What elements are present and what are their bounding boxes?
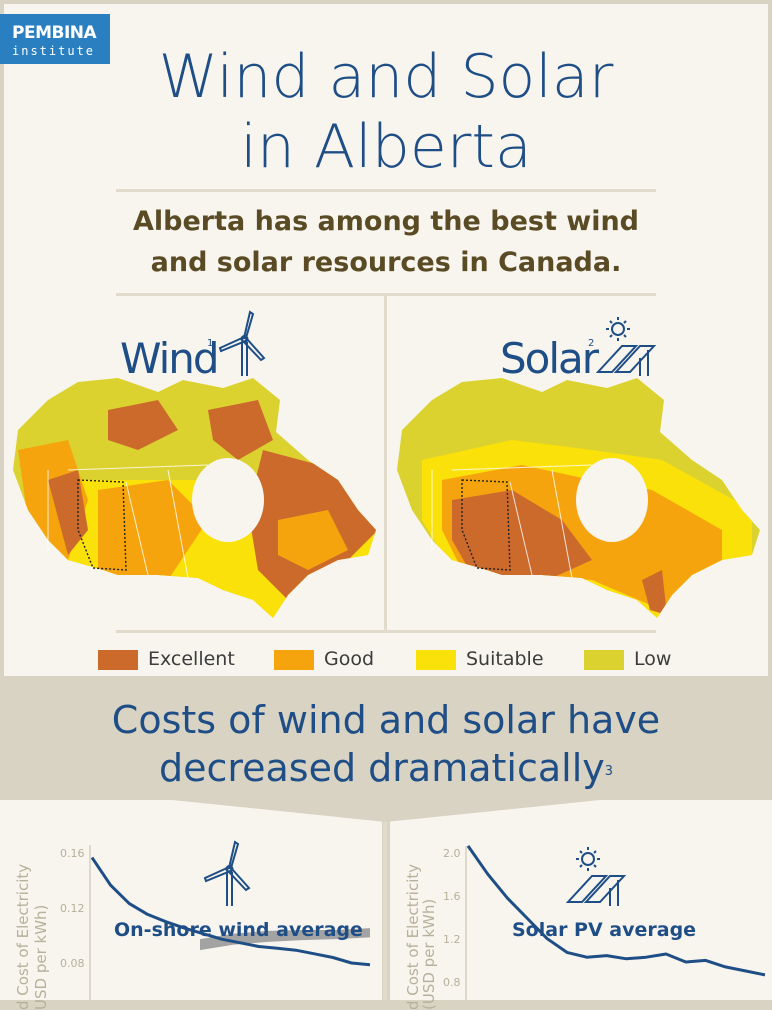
legend-swatch-suitable — [416, 650, 456, 670]
map-divider — [384, 296, 387, 632]
costs-heading-text: decreased dramatically — [158, 746, 605, 790]
solar-panel-small-icon — [566, 847, 627, 906]
legend-label-low: Low — [634, 648, 672, 670]
wind-ytick-2: 0.08 — [60, 957, 85, 970]
solar-chart-panel — [390, 800, 772, 1000]
chart-divider — [383, 822, 387, 1000]
wind-ytick-0: 0.16 — [60, 847, 85, 860]
range-band — [200, 928, 370, 951]
solar-chart-plot — [465, 845, 766, 1000]
pembina-logo[interactable]: PEMBINA institute — [0, 14, 110, 64]
legend-divider — [116, 630, 656, 633]
costs-heading-line1: Costs of wind and solar have — [111, 698, 661, 742]
page-title-line2: in Alberta — [240, 112, 532, 182]
wind-chart-title: On-shore wind average — [114, 919, 363, 941]
resource-legend: Excellent Good Suitable Low — [0, 644, 772, 674]
subtitle-divider — [116, 293, 656, 296]
legend-swatch-low — [584, 650, 624, 670]
solar-ytick-2: 1.2 — [443, 933, 461, 946]
logo-line2: institute — [12, 44, 96, 58]
series-line-0 — [466, 845, 766, 977]
solar-panel-icon — [596, 317, 657, 376]
legend-label-good: Good — [324, 648, 375, 670]
solar-resource-map — [397, 378, 760, 618]
wind-turbine-small-icon — [203, 840, 251, 906]
legend-label-excellent: Excellent — [148, 648, 235, 670]
series-line-0 — [90, 856, 371, 967]
solar-chart-title: Solar PV average — [512, 919, 697, 941]
title-divider — [116, 189, 656, 192]
subtitle-line1: Alberta has among the best wind — [133, 206, 639, 237]
logo-line1: PEMBINA — [12, 23, 97, 43]
solar-map-label: Solar — [500, 334, 599, 383]
solar-ytick-1: 1.6 — [443, 890, 461, 903]
legend-swatch-good — [274, 650, 314, 670]
wind-map-label: Wind — [120, 334, 220, 383]
solar-ytick-3: 0.8 — [443, 976, 461, 989]
subtitle-line2: and solar resources in Canada. — [150, 247, 622, 278]
chart-panel-notch — [0, 800, 772, 822]
solar-footnote: 2 — [588, 338, 595, 349]
costs-heading-line2: decreased dramatically3 — [0, 745, 772, 791]
wind-ytick-1: 0.12 — [60, 902, 85, 915]
wind-turbine-icon — [218, 310, 266, 376]
solar-ytick-0: 2.0 — [443, 847, 461, 860]
wind-resource-map — [13, 378, 376, 618]
costs-footnote: 3 — [604, 764, 614, 779]
legend-swatch-excellent — [98, 650, 138, 670]
wind-chart-plot — [89, 845, 371, 1000]
legend-label-suitable: Suitable — [466, 648, 544, 670]
page-title-line1: Wind and Solar — [158, 42, 614, 112]
wind-chart-panel — [0, 800, 382, 1000]
wind-footnote: 1 — [207, 338, 214, 349]
